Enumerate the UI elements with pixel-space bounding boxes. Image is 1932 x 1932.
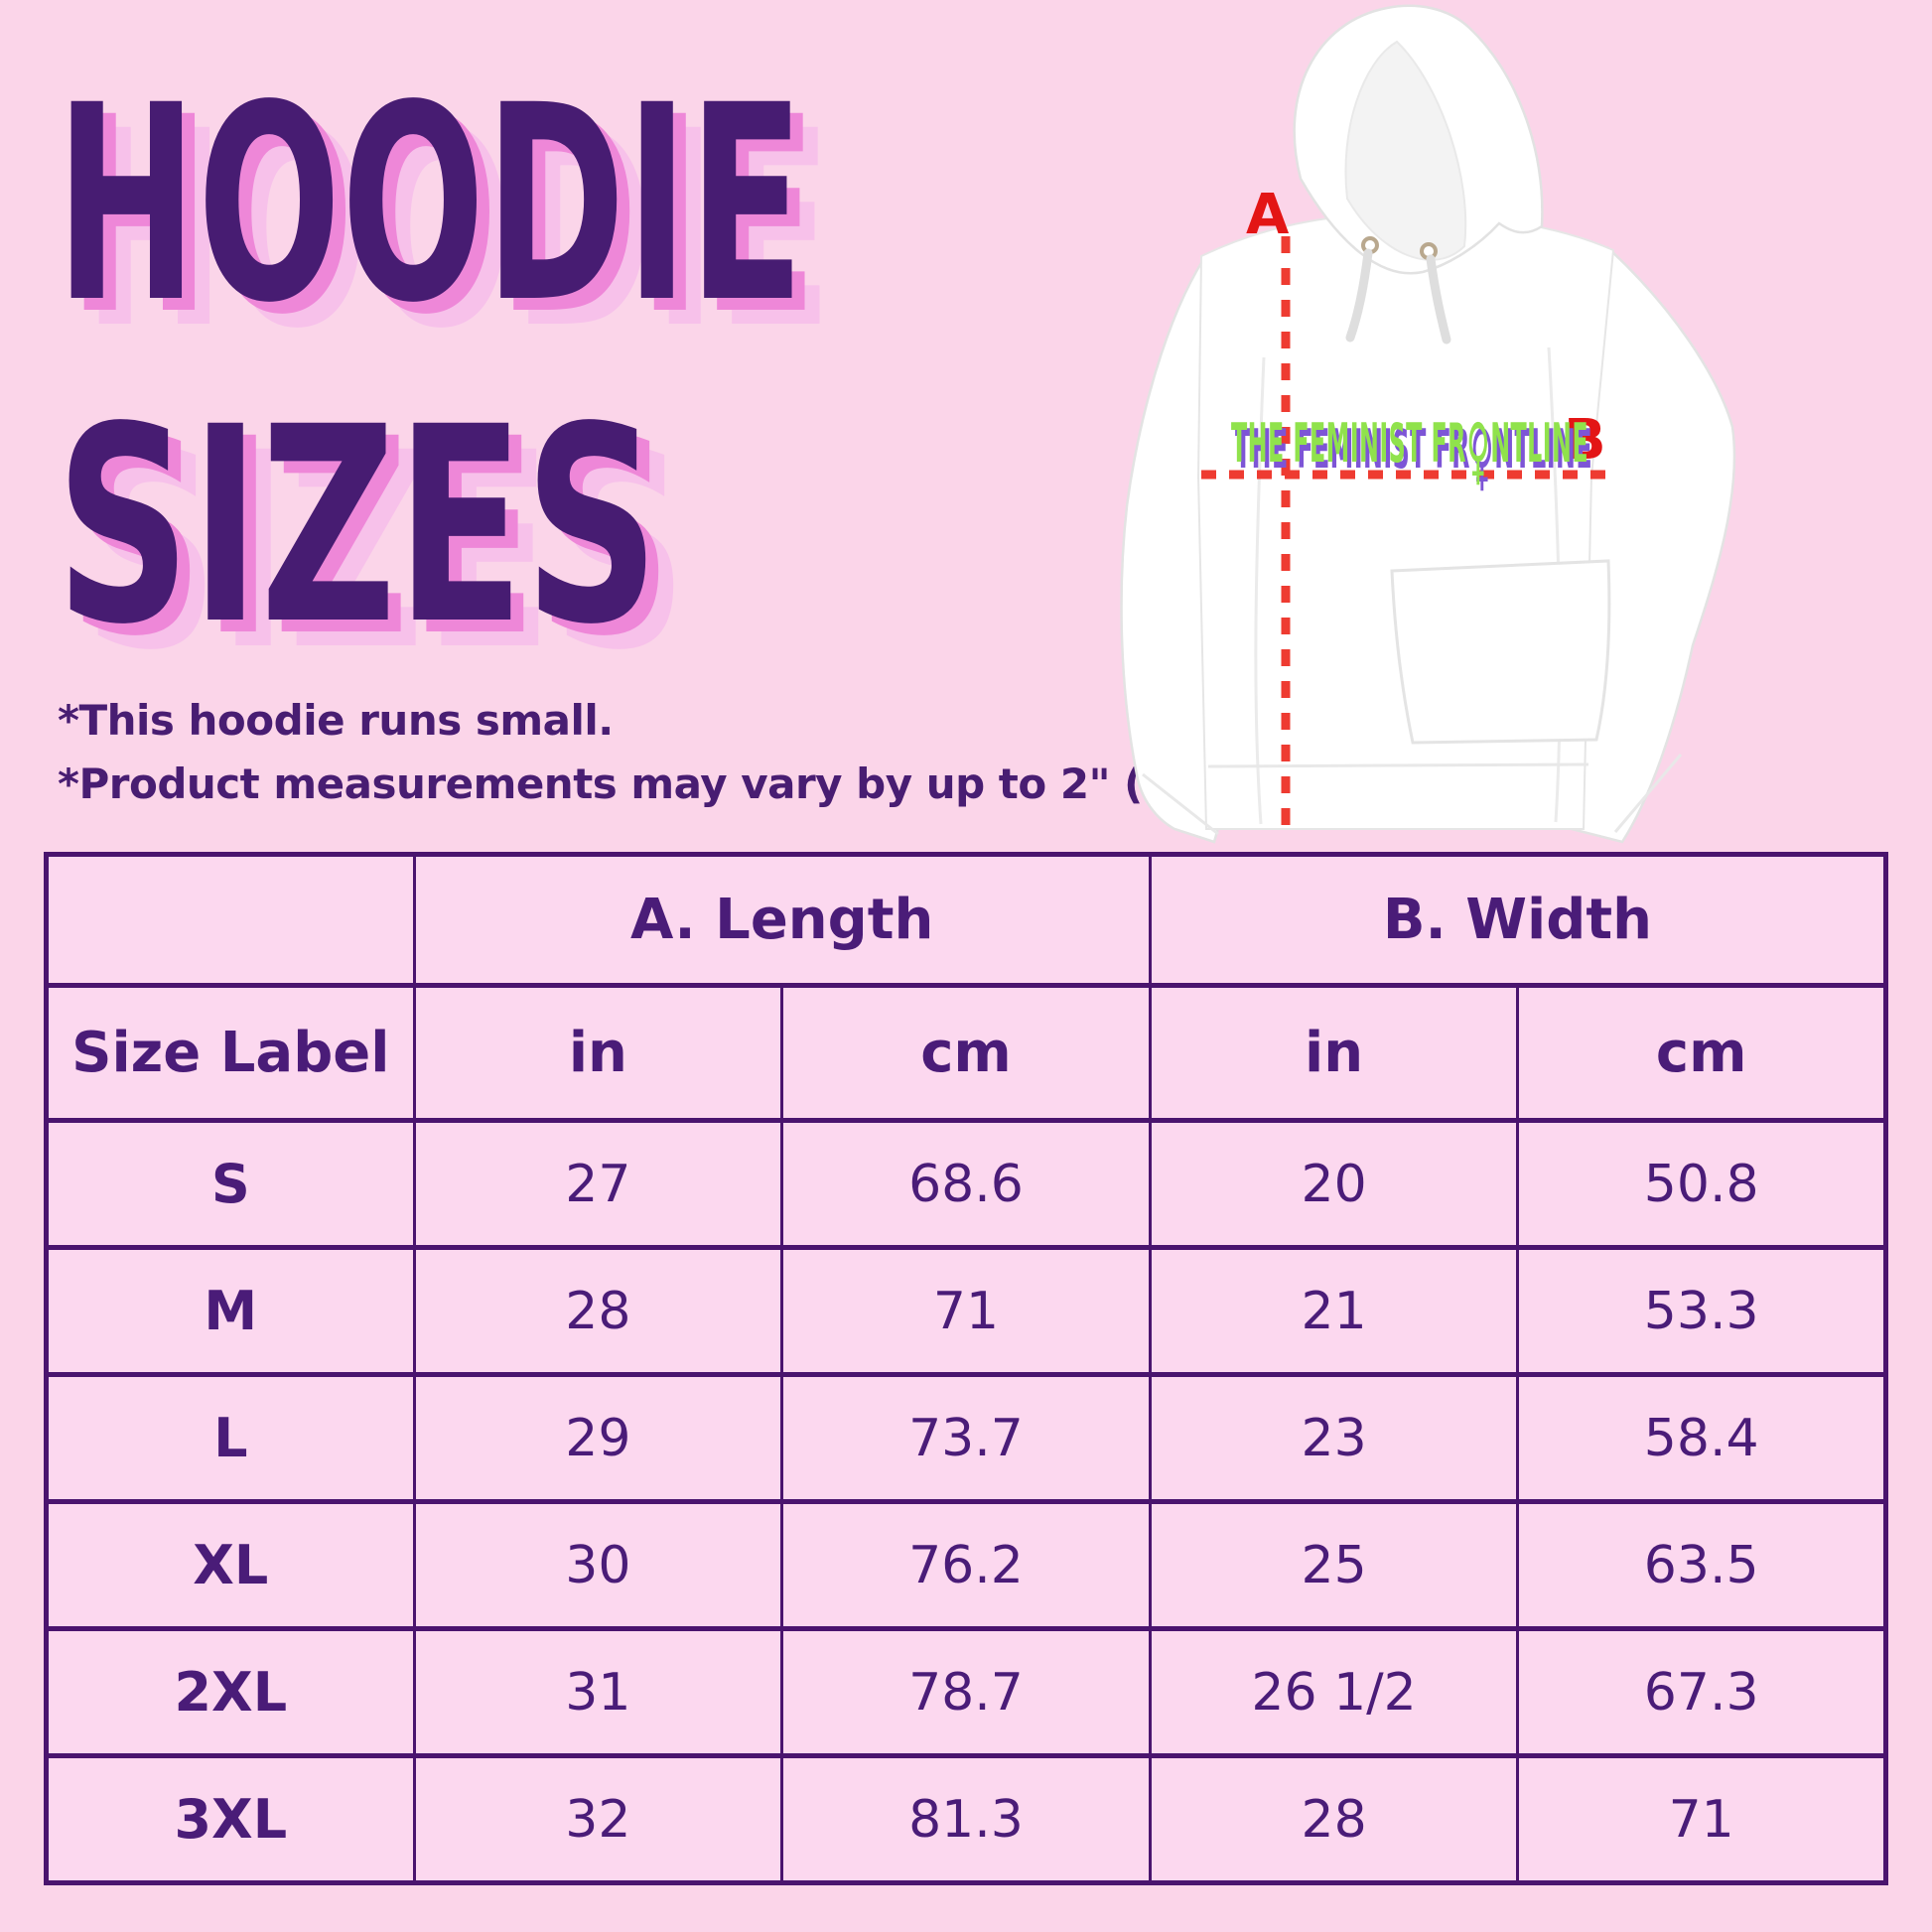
table-corner-cell [45,852,416,988]
chest-print-shadow: THE FEMINIST FR♀NTLINE [1235,414,1592,499]
value-cell: 67.3 [1516,1626,1887,1758]
page-title-shadow-near: HOODIE [69,61,817,374]
value-cell: 71 [780,1245,1152,1377]
table-row-m: M 28 71 21 53.3 [45,1245,1887,1377]
sleeve-seam-left [1254,356,1266,825]
page-title-shadow-far: SIZES [83,396,687,695]
note-runs-small: *This hoodie runs small. [58,696,614,745]
cuff-band-right [1613,754,1683,833]
col-header-width-in: in [1148,983,1520,1123]
table-subheader-row: Size Label in cm in cm [45,983,1887,1123]
value-cell: 28 [1148,1753,1520,1885]
value-cell: 78.7 [780,1626,1152,1758]
hood-inner [1344,40,1467,261]
measure-label-b: B [1564,408,1606,473]
col-header-size-label: Size Label [45,983,416,1123]
measure-label-a: A [1246,183,1290,247]
value-cell: 29 [412,1372,784,1504]
value-cell: 28 [412,1245,784,1377]
col-header-width-cm: cm [1516,983,1887,1123]
value-cell: 20 [1148,1118,1520,1250]
page-title: HOODIE HOODIE HOODIE SIZES SIZES SIZES [56,49,832,695]
size-cell: S [45,1118,416,1250]
value-cell: 26 1/2 [1148,1626,1520,1758]
table-row-xl: XL 30 76.2 25 63.5 [45,1499,1887,1631]
page-title-line1: HOODIE [56,49,804,362]
value-cell: 58.4 [1516,1372,1887,1504]
group-header-length: A. Length [412,852,1152,988]
value-cell: 68.6 [780,1118,1152,1250]
chest-print-text: THE FEMINIST FR♀NTLINE [1231,408,1588,493]
group-header-width: B. Width [1148,852,1888,988]
col-header-length-cm: cm [780,983,1152,1123]
hoodie-photo: A B THE FEMINIST FR♀NTLINE THE FEMINIST … [1120,4,1736,844]
value-cell: 31 [412,1626,784,1758]
value-cell: 32 [412,1753,784,1885]
value-cell: 27 [412,1118,784,1250]
value-cell: 63.5 [1516,1499,1887,1631]
value-cell: 71 [1516,1753,1887,1885]
table-row-s: S 27 68.6 20 50.8 [45,1118,1887,1250]
page-title-shadow-near: SIZES [69,382,672,695]
note-measurement-variance: *Product measurements may vary by up to … [58,759,1287,808]
hem-band [1207,762,1589,768]
value-cell: 50.8 [1516,1118,1887,1250]
notes-block: *This hoodie runs small. *Product measur… [58,689,1287,816]
value-cell: 73.7 [780,1372,1152,1504]
page-title-line2: SIZES [56,370,659,684]
table-row-l: L 29 73.7 23 58.4 [45,1372,1887,1504]
size-cell: 3XL [45,1753,416,1885]
size-cell: M [45,1245,416,1377]
size-cell: XL [45,1499,416,1631]
value-cell: 76.2 [780,1499,1152,1631]
value-cell: 81.3 [780,1753,1152,1885]
cuff-band-left [1142,772,1219,836]
col-header-length-in: in [412,983,784,1123]
drawcord-right [1426,254,1451,345]
value-cell: 53.3 [1516,1245,1887,1377]
table-row-2xl: 2XL 31 78.7 26 1/2 67.3 [45,1626,1887,1758]
table-group-header-row: A. Length B. Width [45,852,1888,988]
value-cell: 30 [412,1499,784,1631]
size-cell: 2XL [45,1626,416,1758]
value-cell: 23 [1148,1372,1520,1504]
table-row-3xl: 3XL 32 81.3 28 71 [45,1753,1887,1885]
page-title-shadow-far: HOODIE [83,74,832,388]
size-table: A. Length B. Width Size Label in cm in c… [44,852,1888,1885]
value-cell: 25 [1148,1499,1520,1631]
kangaroo-pocket [1390,559,1611,745]
drawcord-left [1345,248,1373,343]
value-cell: 21 [1148,1245,1520,1377]
size-cell: L [45,1372,416,1504]
